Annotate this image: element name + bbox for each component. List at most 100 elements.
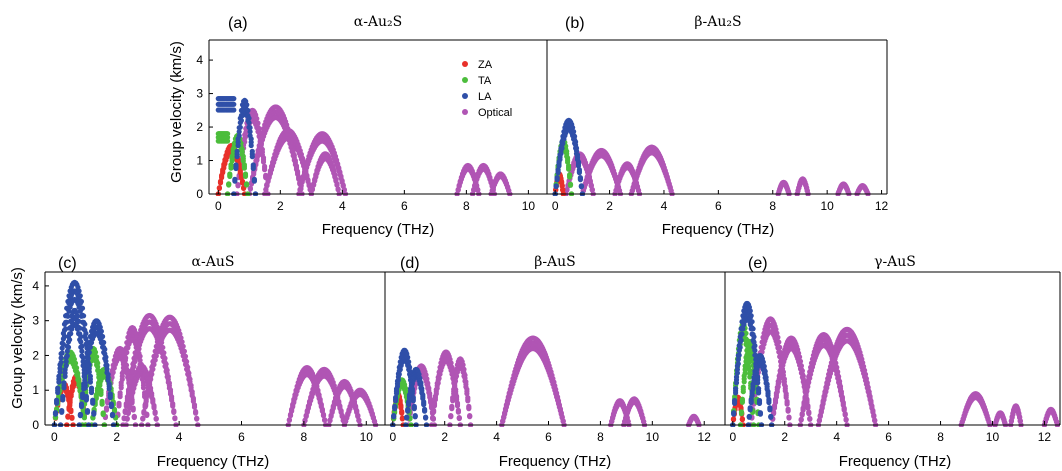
data-point — [251, 178, 257, 184]
data-point — [237, 124, 243, 130]
data-point — [100, 411, 106, 418]
data-point — [799, 412, 805, 418]
data-point — [775, 334, 781, 340]
data-point — [777, 344, 783, 350]
data-point — [119, 376, 125, 382]
data-point — [239, 180, 246, 186]
data-point — [335, 187, 341, 193]
data-point — [98, 328, 104, 334]
data-point — [66, 308, 72, 314]
data-point — [328, 413, 334, 420]
data-point — [455, 409, 461, 415]
data-point — [60, 397, 66, 403]
data-point — [289, 408, 295, 414]
data-point — [557, 156, 563, 163]
data-point — [162, 355, 168, 361]
data-point — [290, 404, 296, 410]
data-point — [54, 400, 60, 406]
data-point — [101, 339, 107, 346]
series-ta-a — [215, 131, 251, 196]
data-point — [178, 335, 184, 341]
data-point — [266, 174, 272, 181]
data-point — [775, 384, 781, 390]
data-point — [78, 334, 84, 340]
series-optical-d — [405, 335, 702, 427]
data-point — [322, 417, 328, 423]
data-point — [304, 409, 310, 415]
data-point — [806, 379, 812, 385]
data-point — [102, 346, 108, 352]
data-point — [816, 418, 823, 424]
data-point — [559, 145, 565, 151]
data-point — [103, 358, 109, 364]
data-point — [108, 403, 114, 410]
data-point — [798, 417, 804, 423]
data-point — [560, 187, 566, 193]
data-point — [80, 363, 86, 369]
data-point — [236, 133, 242, 139]
data-point — [82, 385, 88, 391]
data-point — [430, 415, 436, 422]
data-point — [79, 348, 85, 354]
data-point — [801, 402, 807, 408]
data-point — [149, 371, 155, 377]
data-point — [69, 415, 75, 421]
data-point — [256, 148, 262, 154]
data-point — [249, 154, 255, 160]
data-point — [771, 405, 778, 411]
data-point — [777, 374, 783, 380]
data-point — [772, 399, 779, 406]
data-point — [410, 398, 416, 404]
data-point — [82, 321, 88, 327]
data-point — [231, 101, 237, 107]
data-point — [126, 405, 132, 411]
data-point — [94, 354, 100, 360]
data-point — [106, 386, 112, 392]
data-point — [87, 344, 93, 350]
data-point — [130, 368, 136, 374]
data-point — [81, 313, 87, 319]
data-point — [436, 375, 442, 381]
data-point — [251, 171, 257, 177]
data-point — [226, 182, 232, 188]
data-point — [448, 414, 454, 420]
data-point — [803, 393, 809, 399]
data-point — [408, 385, 414, 391]
data-point — [110, 369, 116, 375]
data-point — [776, 339, 782, 345]
data-point — [406, 402, 412, 408]
data-point — [88, 389, 95, 396]
data-point — [431, 403, 438, 409]
data-point — [87, 379, 93, 385]
data-point — [80, 359, 86, 365]
data-point — [311, 182, 317, 188]
data-point — [356, 418, 362, 424]
data-point — [241, 165, 247, 171]
data-point — [229, 158, 235, 164]
data-point — [236, 129, 242, 135]
data-point — [182, 353, 189, 359]
data-point — [171, 409, 177, 415]
data-point — [245, 107, 251, 114]
series-optical-e — [748, 316, 1060, 427]
data-point — [433, 391, 439, 397]
data-point — [394, 383, 401, 389]
data-point — [286, 417, 292, 423]
data-point — [118, 385, 124, 391]
data-point — [263, 187, 269, 193]
data-point — [257, 144, 263, 150]
data-point — [153, 416, 159, 422]
data-point — [77, 325, 83, 331]
data-point — [151, 361, 157, 368]
data-point — [61, 385, 67, 391]
data-point — [407, 390, 414, 396]
data-point — [235, 183, 241, 189]
data-point — [52, 411, 59, 417]
data-point — [432, 397, 438, 403]
data-point — [57, 369, 63, 375]
series-la-d — [390, 347, 430, 427]
data-point — [81, 373, 87, 379]
plot-area-c — [51, 279, 379, 427]
data-point — [131, 414, 137, 421]
data-point — [434, 385, 440, 391]
